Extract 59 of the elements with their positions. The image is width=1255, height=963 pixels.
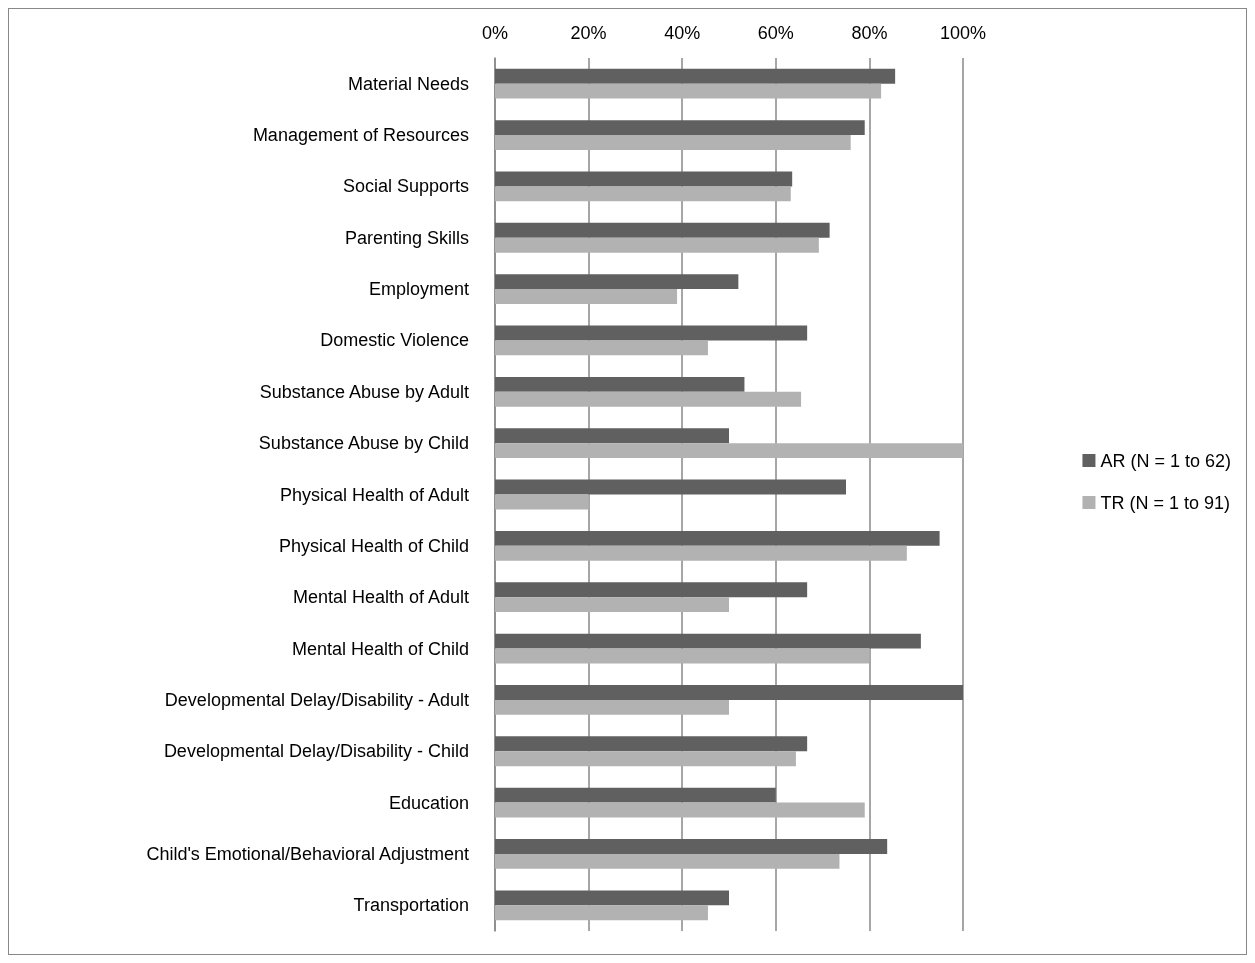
y-tick-label: Social Supports [342, 176, 469, 197]
bar [495, 699, 729, 715]
bar [495, 120, 865, 136]
x-tick-label: 20% [570, 23, 607, 43]
y-tick-label: Material Needs [347, 73, 469, 94]
bar [495, 545, 907, 561]
bar [495, 428, 729, 444]
bar [495, 736, 808, 752]
legend-label: AR (N = 1 to 62) [1100, 450, 1232, 471]
bar [495, 237, 819, 253]
bar [495, 171, 793, 187]
y-tick-label: Education [388, 792, 469, 813]
bar [495, 479, 846, 495]
bar [495, 597, 729, 613]
bar [495, 376, 745, 392]
bar [495, 494, 589, 510]
y-tick-label: Developmental Delay/Disability - Adult [164, 689, 469, 710]
bar [495, 787, 776, 803]
bar [495, 530, 940, 546]
bar [495, 582, 808, 598]
bar [495, 135, 851, 150]
y-tick-label: Physical Health of Child [278, 535, 469, 556]
bar [495, 633, 921, 649]
bar [495, 853, 840, 869]
bar [495, 443, 963, 459]
bar [495, 68, 896, 84]
y-tick-label: Developmental Delay/Disability - Child [163, 741, 469, 762]
y-tick-label: Substance Abuse by Child [258, 433, 469, 454]
bar [495, 391, 802, 407]
x-tick-label: 80% [851, 23, 888, 43]
y-tick-label: Management of Resources [252, 125, 469, 146]
bar [495, 802, 865, 818]
x-tick-label: 100% [939, 23, 987, 43]
x-tick-label: 60% [757, 23, 794, 43]
x-tick-label: 0% [481, 23, 509, 43]
y-tick-label: Transportation [353, 895, 469, 916]
y-tick-label: Mental Health of Adult [292, 587, 469, 608]
y-tick-label: Mental Health of Child [291, 638, 469, 659]
y-tick-label: Employment [368, 279, 469, 300]
y-tick-label: Domestic Violence [320, 330, 469, 351]
bar [495, 890, 729, 906]
y-tick-label: Physical Health of Adult [279, 484, 469, 505]
x-tick-label: 40% [664, 23, 701, 43]
bar [495, 751, 796, 767]
bar [495, 83, 882, 99]
legend-label: TR (N = 1 to 91) [1100, 492, 1230, 513]
y-tick-label: Substance Abuse by Adult [259, 381, 469, 402]
bar [495, 274, 739, 290]
bar [495, 905, 708, 921]
y-tick-label: Child's Emotional/Behavioral Adjustment [146, 843, 469, 864]
bar [495, 289, 678, 304]
y-tick-label: Parenting Skills [344, 227, 469, 248]
bar [495, 839, 888, 854]
bar [495, 685, 963, 700]
bar [495, 648, 870, 664]
bar [495, 222, 830, 238]
bar [495, 186, 791, 202]
bar [495, 340, 708, 356]
bar [495, 325, 808, 341]
